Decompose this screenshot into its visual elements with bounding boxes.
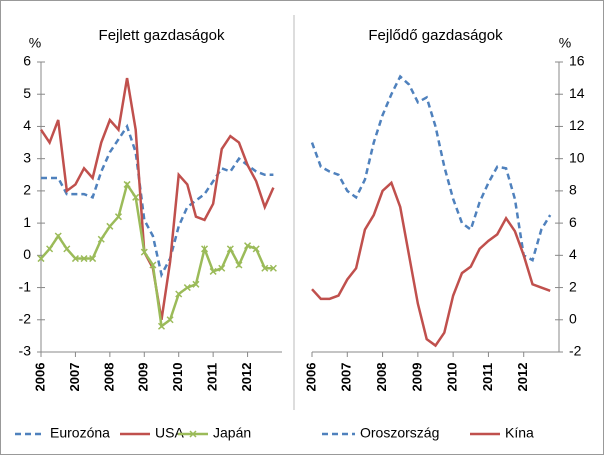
- legend-label: Eurozóna: [50, 425, 110, 441]
- marker: [132, 193, 140, 201]
- x-tick-label: 2007: [339, 363, 354, 392]
- x-tick-label: 2010: [445, 363, 460, 392]
- y-tick-label: 2: [569, 278, 577, 294]
- x-tick-label: 2008: [374, 363, 389, 392]
- y-tick-label: -2: [569, 343, 582, 359]
- marker: [63, 245, 71, 253]
- marker: [209, 267, 217, 275]
- legend-marker: [189, 430, 197, 438]
- marker: [252, 245, 260, 253]
- marker: [71, 255, 79, 263]
- y-tick-label: 0: [23, 246, 31, 262]
- marker: [175, 290, 183, 298]
- y-tick-label: 5: [23, 85, 31, 101]
- marker: [192, 280, 200, 288]
- legend-label: Japán: [213, 425, 251, 441]
- y-tick-label: 16: [569, 53, 585, 69]
- x-tick-label: 2011: [205, 363, 220, 391]
- chart-title: Fejlett gazdaságok: [99, 27, 225, 44]
- legend-label: Oroszország: [360, 425, 439, 441]
- x-tick-label: 2006: [303, 363, 318, 392]
- marker: [114, 213, 122, 221]
- marker: [235, 261, 243, 269]
- line-0: [310, 74, 552, 263]
- marker: [123, 180, 131, 188]
- marker: [218, 264, 226, 272]
- legend-label: USA: [155, 425, 184, 441]
- marker: [261, 264, 269, 272]
- x-tick-label: 2012: [239, 363, 254, 392]
- y-tick-label: 3: [23, 149, 31, 165]
- marker: [226, 245, 234, 253]
- chart-title: Fejlődő gazdaságok: [368, 27, 503, 44]
- x-tick-label: 2008: [101, 363, 116, 392]
- y-tick-label: 12: [569, 117, 585, 133]
- x-tick-label: 2012: [515, 363, 530, 392]
- y-tick-label: 4: [23, 117, 31, 133]
- marker: [97, 235, 105, 243]
- y-axis-label: %: [29, 35, 41, 51]
- y-tick-label: 0: [569, 310, 577, 326]
- marker: [183, 284, 191, 292]
- y-tick-label: 6: [23, 53, 31, 69]
- y-tick-label: 2: [23, 182, 31, 198]
- marker: [140, 248, 148, 256]
- marker: [244, 242, 252, 250]
- y-tick-label: 10: [569, 149, 585, 165]
- y-tick-label: -1: [19, 278, 32, 294]
- marker: [269, 264, 277, 272]
- x-tick-label: 2009: [136, 363, 151, 392]
- legend-label: Kína: [505, 425, 534, 441]
- y-tick-label: 1: [23, 214, 31, 230]
- x-tick-label: 2007: [67, 363, 82, 392]
- y-tick-label: 14: [569, 85, 585, 101]
- marker: [89, 255, 97, 263]
- marker: [106, 222, 114, 230]
- line-1: [39, 77, 275, 320]
- y-tick-label: 6: [569, 214, 577, 230]
- line-0: [41, 123, 274, 279]
- marker: [166, 316, 174, 324]
- x-tick-label: 2009: [409, 363, 424, 392]
- x-tick-label: 2010: [170, 363, 185, 392]
- marker: [201, 245, 209, 253]
- marker: [37, 255, 45, 263]
- marker: [80, 255, 88, 263]
- line-2: [40, 181, 274, 329]
- x-tick-label: 2006: [32, 363, 47, 392]
- y-tick-label: 4: [569, 246, 577, 262]
- y-tick-label: 8: [569, 182, 577, 198]
- x-tick-label: 2011: [480, 363, 495, 391]
- marker: [54, 232, 62, 240]
- marker: [149, 261, 157, 269]
- marker: [157, 322, 166, 330]
- marker: [46, 245, 54, 253]
- y-axis-label: %: [559, 35, 571, 51]
- y-tick-label: -3: [19, 343, 32, 359]
- y-tick-label: -2: [19, 310, 32, 326]
- line-1: [311, 180, 551, 348]
